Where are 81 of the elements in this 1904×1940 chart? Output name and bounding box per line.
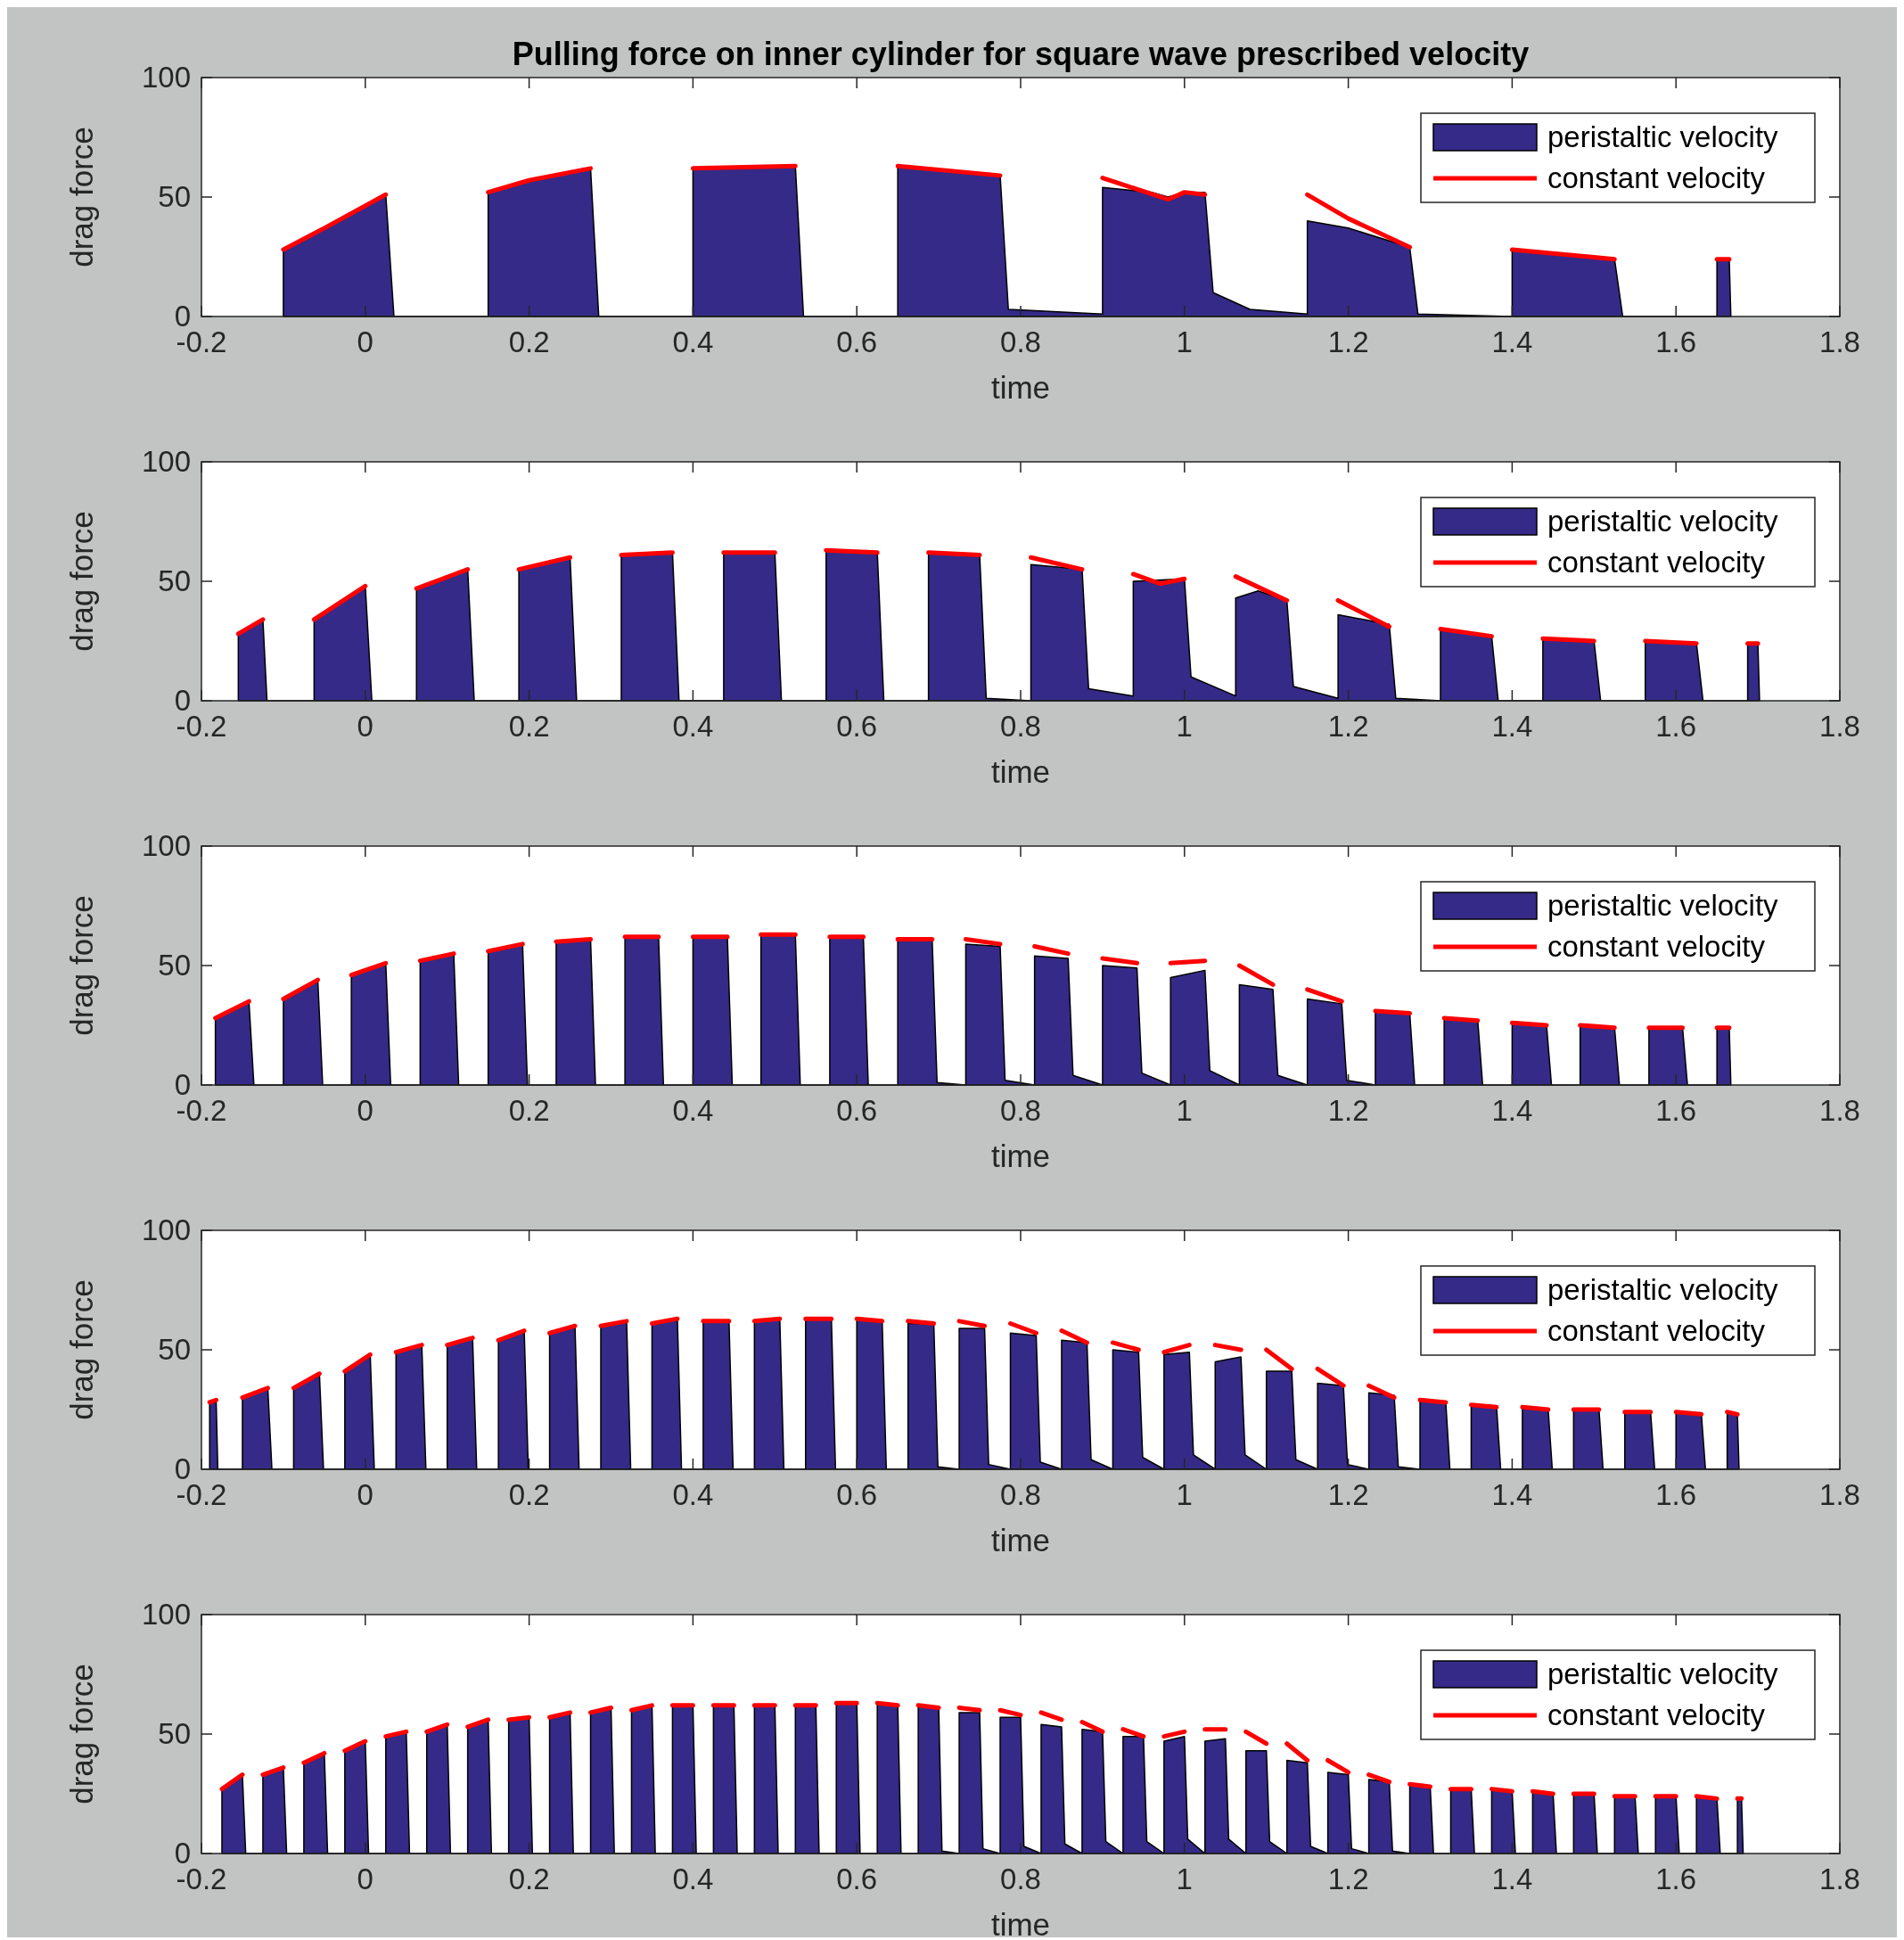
x-tick-label: 0.8 (1000, 710, 1041, 743)
x-tick-label: 1.2 (1327, 1094, 1369, 1127)
legend-label: constant velocity (1547, 1698, 1766, 1731)
x-tick-label: 1.4 (1491, 325, 1533, 358)
y-tick-label: 50 (158, 949, 191, 982)
x-tick-label: 0.4 (672, 1094, 714, 1127)
x-tick-label: 1.4 (1491, 1862, 1533, 1895)
x-tick-label: 0.4 (672, 325, 714, 358)
y-axis-title: drag force (64, 127, 99, 267)
y-axis-title: drag force (64, 1664, 99, 1804)
x-tick-label: 0.2 (508, 1862, 550, 1895)
chart-title: Pulling force on inner cylinder for square wave prescribed velocity (512, 36, 1530, 72)
y-tick-label: 100 (141, 61, 191, 94)
legend-label: constant velocity (1547, 1314, 1766, 1347)
x-tick-label: 1.2 (1327, 1862, 1369, 1895)
x-axis-title: time (990, 370, 1051, 405)
x-tick-label: 1.2 (1327, 325, 1369, 358)
x-tick-label: 0.8 (1000, 325, 1041, 358)
legend-label: peristaltic velocity (1547, 505, 1779, 538)
x-tick-label: 0.6 (836, 1862, 878, 1895)
x-tick-label: 1.8 (1819, 1478, 1860, 1511)
x-tick-label: 0 (357, 325, 373, 358)
legend-label: constant velocity (1547, 930, 1766, 963)
x-tick-label: 0.2 (508, 325, 550, 358)
x-tick-label: 1.2 (1327, 1478, 1369, 1511)
x-tick-label: 0.8 (1000, 1094, 1041, 1127)
x-tick-label: 1.8 (1819, 1862, 1860, 1895)
x-tick-label: 0.4 (672, 1478, 714, 1511)
x-tick-label: 0.6 (836, 1094, 878, 1127)
y-tick-label: 50 (158, 1333, 191, 1366)
x-tick-label: 0.8 (1000, 1862, 1041, 1895)
x-axis-title: time (990, 1907, 1051, 1940)
y-tick-label: 100 (141, 445, 191, 478)
x-tick-label: 1.6 (1655, 1478, 1697, 1511)
y-tick-label: 50 (158, 564, 191, 597)
x-axis-title: time (990, 1523, 1051, 1558)
x-tick-label: 0.2 (508, 1094, 550, 1127)
legend-label: peristaltic velocity (1547, 889, 1779, 922)
y-tick-label: 100 (141, 829, 191, 862)
x-tick-label: 1.2 (1327, 710, 1369, 743)
x-tick-label: 1.4 (1491, 1094, 1533, 1127)
x-tick-label: 1 (1176, 1862, 1193, 1895)
x-tick-label: 1 (1176, 710, 1193, 743)
x-tick-label: 1.4 (1491, 1478, 1533, 1511)
x-tick-label: 0 (357, 1862, 373, 1895)
y-axis-title: drag force (64, 511, 99, 652)
x-tick-label: 0.4 (672, 710, 714, 743)
x-tick-label: 1 (1176, 1094, 1193, 1127)
x-tick-label: 1.6 (1655, 1862, 1697, 1895)
x-tick-label: 1.8 (1819, 710, 1860, 743)
x-tick-label: 0.6 (836, 325, 878, 358)
x-tick-label: 1.8 (1819, 1094, 1860, 1127)
x-tick-label: 0 (357, 1094, 373, 1127)
x-tick-label: 0.2 (508, 1478, 550, 1511)
x-tick-label: 1 (1176, 1478, 1193, 1511)
x-tick-label: 0 (357, 710, 373, 743)
y-axis-title: drag force (64, 895, 99, 1036)
x-tick-label: 1.6 (1655, 325, 1697, 358)
legend-label: constant velocity (1547, 161, 1766, 194)
x-tick-label: 1 (1176, 325, 1193, 358)
y-axis-title: drag force (64, 1279, 99, 1420)
y-tick-label: 50 (158, 1717, 191, 1750)
x-tick-label: 0.8 (1000, 1478, 1041, 1511)
x-tick-label: 0.6 (836, 1478, 878, 1511)
x-tick-label: 0.6 (836, 710, 878, 743)
x-tick-label: 1.4 (1491, 710, 1533, 743)
x-tick-label: 1.8 (1819, 325, 1860, 358)
y-tick-label: 100 (141, 1598, 191, 1631)
x-tick-label: 0.2 (508, 710, 550, 743)
x-tick-label: 1.6 (1655, 1094, 1697, 1127)
x-tick-label: 0.4 (672, 1862, 714, 1895)
y-tick-label: 100 (141, 1213, 191, 1246)
y-tick-label: 50 (158, 180, 191, 213)
x-axis-title: time (990, 754, 1051, 789)
legend-label: constant velocity (1547, 546, 1766, 579)
x-axis-title: time (990, 1139, 1051, 1173)
x-tick-label: 1.6 (1655, 710, 1697, 743)
legend-label: peristaltic velocity (1547, 1657, 1779, 1690)
x-tick-label: 0 (357, 1478, 373, 1511)
legend-label: peristaltic velocity (1547, 1273, 1779, 1306)
legend-label: peristaltic velocity (1547, 120, 1779, 153)
